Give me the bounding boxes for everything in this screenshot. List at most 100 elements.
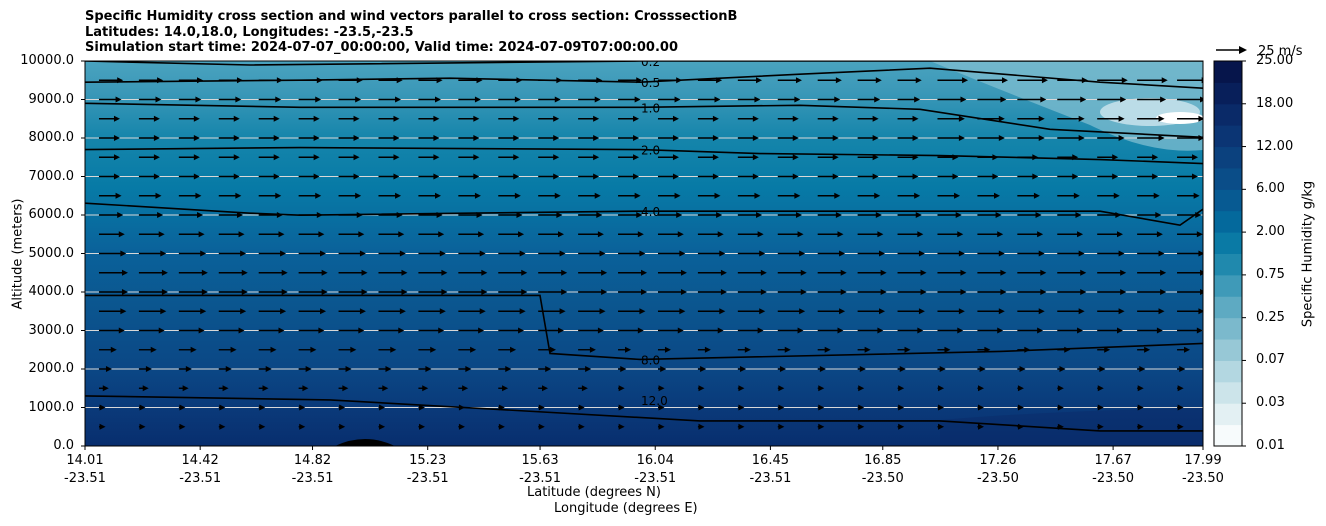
colorbar-band bbox=[1214, 210, 1242, 233]
wind-vector bbox=[1057, 96, 1087, 103]
contour-label: 12.0 bbox=[641, 394, 668, 408]
wind-vector bbox=[1137, 135, 1165, 141]
wind-vector bbox=[258, 250, 287, 257]
wind-vector bbox=[418, 115, 440, 122]
wind-vector bbox=[777, 135, 799, 141]
wind-vector bbox=[1017, 289, 1047, 295]
wind-vector bbox=[458, 115, 480, 122]
wind-vector bbox=[697, 366, 707, 372]
wind-vector bbox=[418, 327, 445, 334]
wind-vector bbox=[657, 346, 671, 353]
wind-vector bbox=[1097, 77, 1128, 84]
wind-vector bbox=[897, 423, 905, 430]
wind-vector bbox=[657, 135, 679, 141]
wind-vector bbox=[458, 154, 480, 161]
wind-vector bbox=[178, 289, 208, 295]
wind-vector bbox=[578, 154, 600, 161]
wind-vector bbox=[1177, 115, 1203, 122]
wind-vector bbox=[1137, 115, 1165, 122]
wind-vector bbox=[138, 423, 146, 430]
wind-vector bbox=[1017, 173, 1039, 180]
wind-vector bbox=[338, 173, 360, 180]
wind-vector bbox=[298, 423, 306, 430]
wind-vector bbox=[578, 385, 588, 392]
wind-vector bbox=[418, 404, 426, 411]
wind-vector bbox=[977, 289, 1007, 295]
wind-vector bbox=[777, 96, 801, 103]
y-tick-label: 10000.0 bbox=[20, 53, 74, 68]
wind-vector bbox=[817, 154, 839, 161]
wind-vector bbox=[857, 346, 871, 353]
colorbar-tick-label: 0.03 bbox=[1256, 395, 1285, 411]
wind-vector bbox=[298, 289, 328, 295]
wind-vector bbox=[777, 77, 802, 84]
x-tick-lon: -23.51 bbox=[64, 471, 106, 486]
wind-vector bbox=[378, 192, 402, 199]
wind-vector bbox=[1017, 250, 1045, 257]
wind-vector bbox=[737, 269, 767, 276]
x-tick-lat: 14.42 bbox=[181, 453, 219, 468]
wind-vector bbox=[1137, 327, 1163, 334]
wind-vector bbox=[378, 366, 392, 372]
wind-vector bbox=[218, 77, 243, 84]
wind-vector bbox=[218, 346, 237, 353]
wind-vector bbox=[817, 212, 842, 218]
colorbar-band bbox=[1214, 82, 1242, 105]
wind-vector bbox=[937, 96, 967, 103]
wind-vector bbox=[1137, 212, 1162, 218]
wind-vector bbox=[977, 135, 1005, 141]
wind-vector bbox=[338, 404, 346, 411]
wind-vector bbox=[498, 173, 520, 180]
wind-vector bbox=[697, 115, 719, 122]
wind-vector bbox=[178, 154, 200, 161]
wind-vector bbox=[218, 423, 226, 430]
wind-vector bbox=[1177, 96, 1203, 103]
wind-vector bbox=[937, 173, 959, 180]
wind-vector bbox=[1177, 404, 1184, 411]
wind-vector bbox=[538, 231, 564, 238]
wind-vector bbox=[1057, 154, 1079, 161]
wind-vector bbox=[737, 77, 763, 84]
y-tick-label: 3000.0 bbox=[28, 322, 75, 338]
wind-vector bbox=[1097, 269, 1127, 276]
x-tick-lon: -23.51 bbox=[519, 471, 562, 486]
wind-vector bbox=[1057, 250, 1085, 257]
wind-vector bbox=[937, 327, 964, 334]
wind-vector bbox=[178, 404, 186, 411]
wind-vector bbox=[138, 269, 168, 276]
wind-vector bbox=[1177, 135, 1203, 141]
wind-vector bbox=[178, 250, 207, 257]
wind-vector bbox=[977, 96, 1007, 103]
wind-vector bbox=[897, 308, 925, 315]
wind-vector bbox=[1097, 327, 1123, 334]
wind-vector bbox=[697, 96, 721, 103]
wind-vector bbox=[298, 231, 325, 238]
wind-vector bbox=[937, 385, 945, 392]
wind-vector bbox=[538, 423, 545, 430]
wind-vector bbox=[618, 212, 643, 218]
wind-vector bbox=[1017, 269, 1047, 276]
wind-vector bbox=[618, 269, 648, 276]
wind-vector bbox=[777, 115, 799, 122]
wind-vector bbox=[418, 308, 446, 315]
wind-vector bbox=[178, 192, 202, 199]
wind-vector bbox=[737, 212, 763, 218]
colorbar-band bbox=[1214, 167, 1242, 190]
wind-vector bbox=[1097, 385, 1104, 392]
wind-vector bbox=[737, 250, 766, 257]
x-tick-lat: 15.63 bbox=[521, 453, 559, 468]
x-tick-lon: -23.51 bbox=[634, 471, 677, 486]
x-tick-lon: -23.50 bbox=[976, 471, 1019, 486]
wind-vector bbox=[338, 250, 366, 257]
wind-vector bbox=[98, 366, 112, 372]
wind-vector bbox=[98, 385, 109, 392]
colorbar-band bbox=[1214, 403, 1242, 426]
wind-vector bbox=[937, 346, 951, 353]
wind-vector bbox=[298, 77, 323, 84]
wind-vector bbox=[1057, 269, 1087, 276]
wind-vector bbox=[897, 269, 927, 276]
wind-vector bbox=[697, 173, 719, 180]
wind-vector bbox=[697, 77, 723, 84]
wind-vector bbox=[937, 192, 961, 199]
wind-vector bbox=[378, 135, 400, 141]
